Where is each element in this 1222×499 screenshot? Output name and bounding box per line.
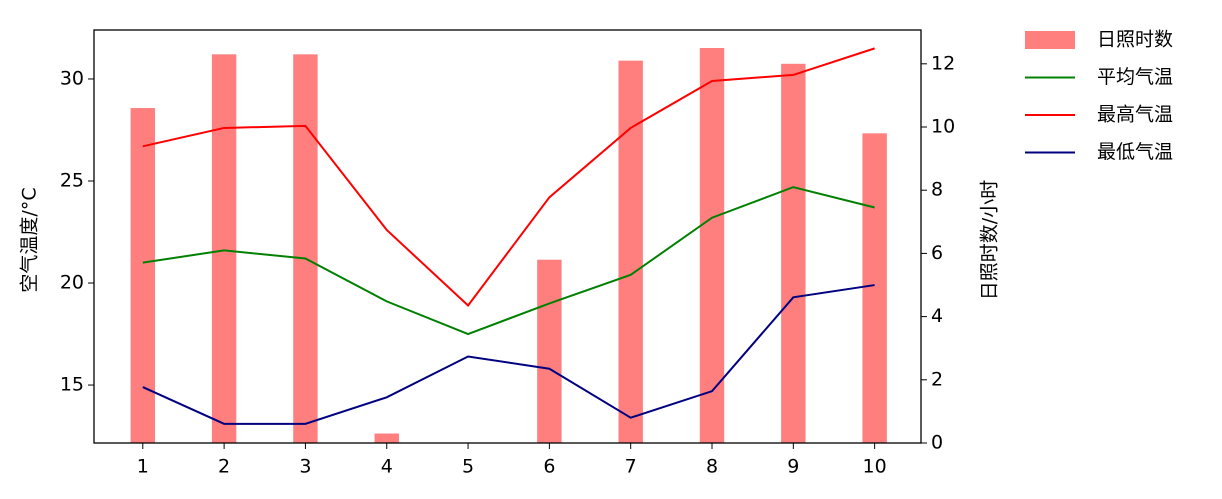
y2-tick-label: 0 <box>931 432 943 454</box>
y-tick-label: 25 <box>60 169 84 191</box>
line <box>142 186 875 336</box>
legend-label: 日照时数 <box>1097 29 1173 51</box>
y-tick-label: 20 <box>60 272 84 294</box>
line <box>142 284 875 425</box>
bar <box>293 54 318 443</box>
y-tick-label: 15 <box>60 374 84 396</box>
y-axis-label: 空气温度/°C <box>19 187 41 292</box>
x-tick-label: 9 <box>787 456 799 478</box>
legend-label: 平均气温 <box>1097 66 1173 88</box>
legend-swatch <box>1025 31 1075 49</box>
x-tick-label: 2 <box>218 456 230 478</box>
y2-tick-label: 12 <box>931 52 955 74</box>
x-tick-label: 7 <box>625 456 637 478</box>
x-tick-label: 10 <box>863 456 887 478</box>
y2-tick-label: 6 <box>931 242 943 264</box>
x-tick-label: 3 <box>299 456 311 478</box>
bar <box>618 60 643 443</box>
y2-tick-label: 2 <box>931 368 943 390</box>
bar <box>781 63 806 444</box>
line <box>142 47 875 307</box>
plot-frame <box>93 29 922 444</box>
y2-tick-label: 4 <box>931 305 943 327</box>
y2-tick-label: 8 <box>931 179 943 201</box>
x-tick-label: 1 <box>137 456 149 478</box>
bar <box>130 108 155 443</box>
bar <box>699 48 725 444</box>
bar <box>211 54 237 443</box>
y2-axis-label: 日照时数/小时 <box>979 180 1001 300</box>
legend-label: 最高气温 <box>1097 104 1173 126</box>
bar <box>374 433 399 443</box>
bar <box>862 133 887 444</box>
x-tick-label: 4 <box>381 456 393 478</box>
x-tick-label: 8 <box>706 456 718 478</box>
x-tick-label: 5 <box>462 456 474 478</box>
x-tick-label: 6 <box>543 456 555 478</box>
y-tick-label: 30 <box>60 67 84 89</box>
bar <box>537 259 562 443</box>
y2-tick-label: 10 <box>931 116 955 138</box>
legend-label: 最低气温 <box>1097 141 1173 163</box>
